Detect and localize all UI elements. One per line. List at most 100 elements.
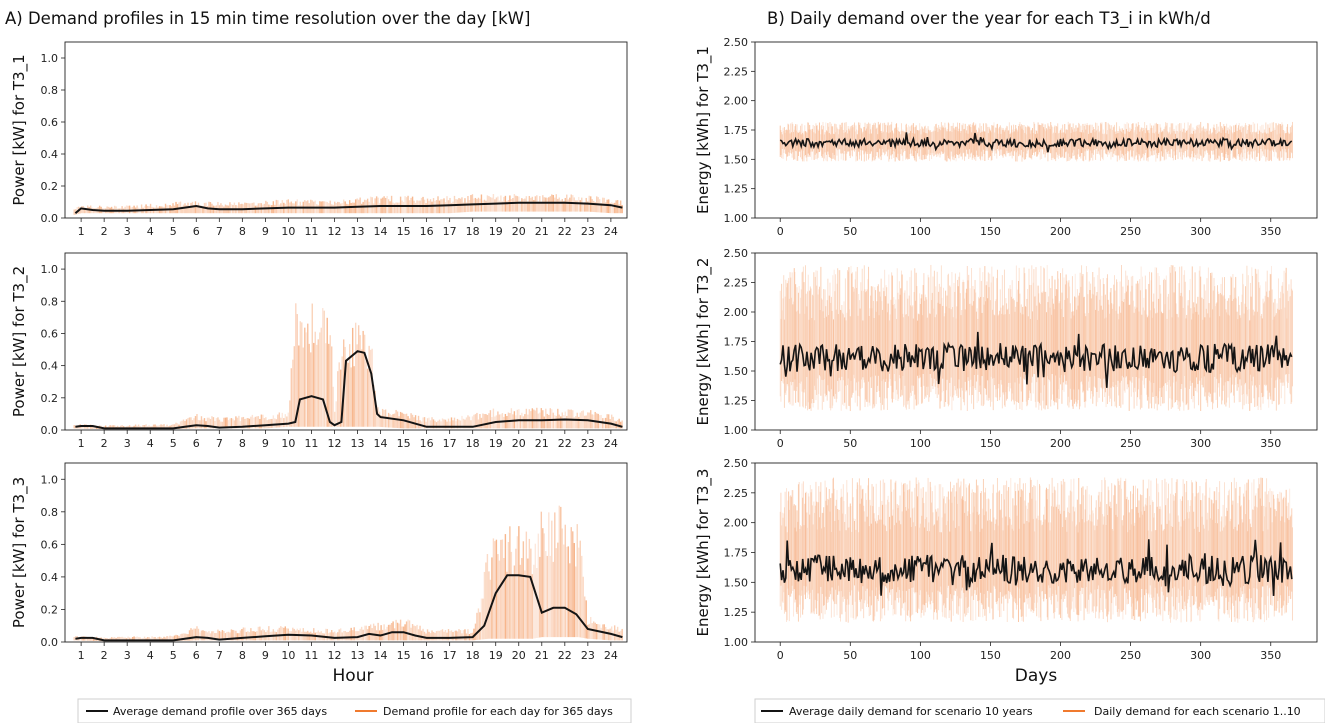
y-tick-label: 1.25: [724, 395, 749, 408]
x-tick-label: 0: [777, 437, 784, 450]
left-legend: Average demand profile over 365 days Dem…: [77, 698, 632, 723]
x-tick-label: 10: [281, 225, 295, 238]
y-tick-label: 0.2: [41, 392, 59, 405]
x-tick-label: 200: [1050, 649, 1071, 662]
y-axis-label: Power [kW] for T3_3: [10, 477, 29, 628]
x-tick-label: 14: [374, 437, 388, 450]
x-tick-label: 11: [304, 649, 318, 662]
x-tick-label: 11: [304, 437, 318, 450]
x-tick-label: 6: [193, 225, 200, 238]
x-tick-label: 250: [1120, 649, 1141, 662]
x-tick-label: 18: [466, 225, 480, 238]
y-tick-label: 0.0: [41, 212, 59, 225]
x-tick-label: 6: [193, 437, 200, 450]
y-tick-label: 2.00: [724, 306, 749, 319]
x-tick-label: 24: [604, 225, 618, 238]
y-tick-label: 1.50: [724, 365, 749, 378]
left-legend-box: [77, 698, 632, 723]
left-panel-title: A) Demand profiles in 15 min time resolu…: [5, 9, 530, 28]
x-tick-label: 20: [512, 649, 526, 662]
axes-frame: [64, 41, 628, 219]
x-tick-label: 23: [581, 437, 595, 450]
plot-a2: Power [kW] for T3_20.00.20.40.60.81.01 2 3…: [10, 252, 628, 450]
y-tick-label: 2.25: [724, 277, 749, 290]
x-tick-label: 300: [1190, 649, 1211, 662]
plot-area: [73, 194, 623, 215]
x-tick-label: 13: [351, 649, 365, 662]
x-tick-label: 24: [604, 437, 618, 450]
x-tick-label: 14: [374, 649, 388, 662]
x-tick-label: 7: [216, 649, 223, 662]
x-tick-label: 1: [78, 437, 85, 450]
y-tick-label: 1.00: [724, 212, 749, 225]
x-tick-label: 10: [281, 649, 295, 662]
y-tick-label: 0.4: [41, 571, 59, 584]
axes-frame: [754, 252, 1318, 431]
x-tick-label: 22: [558, 225, 572, 238]
plot-area: [73, 505, 623, 642]
x-tick-label: 18: [466, 649, 480, 662]
y-tick-label: 0.6: [41, 116, 59, 129]
x-tick-label: 5: [170, 437, 177, 450]
y-tick-label: 1.25: [724, 183, 749, 196]
average-profile-line: [75, 350, 623, 430]
x-tick-label: 4: [147, 437, 154, 450]
right-legend-average-label: Average daily demand for scenario 10 yea…: [789, 705, 1033, 718]
y-tick-label: 0.4: [41, 148, 59, 161]
plot-area: [779, 477, 1293, 623]
x-tick-label: 50: [843, 437, 857, 450]
x-tick-label: 21: [535, 437, 549, 450]
y-tick-label: 1.75: [724, 336, 749, 349]
right-legend: Average daily demand for scenario 10 yea…: [754, 698, 1325, 723]
x-tick-label: 50: [843, 649, 857, 662]
average-daily-demand-line: [779, 132, 1293, 153]
right-legend-each-label: Daily demand for each scenario 1..10: [1094, 705, 1301, 718]
plot-a1: Power [kW] for T3_10.00.20.40.60.81.01 2 3…: [10, 41, 628, 238]
plot-a3: Power [kW] for T3_30.00.20.40.60.81.01 2 3…: [10, 462, 628, 662]
x-tick-label: 0: [777, 225, 784, 238]
axes-frame: [754, 41, 1318, 219]
y-tick-label: 1.0: [41, 473, 59, 486]
x-tick-label: 21: [535, 649, 549, 662]
plot-b3: Energy [kWh] for T3_3 1.00 1.25 1.50 1.75 2.0…: [694, 457, 1318, 662]
x-tick-label: 2: [101, 225, 108, 238]
x-tick-label: 19: [489, 437, 503, 450]
x-tick-label: 16: [420, 649, 434, 662]
y-tick-label: 1.75: [724, 124, 749, 137]
x-tick-label: 150: [980, 225, 1001, 238]
x-tick-label: 200: [1050, 225, 1071, 238]
y-tick-label: 2.50: [724, 457, 749, 470]
left-legend-each-label: Demand profile for each day for 365 days: [383, 705, 613, 718]
x-tick-label: 8: [239, 225, 246, 238]
x-tick-label: 3: [124, 437, 131, 450]
x-tick-label: 4: [147, 225, 154, 238]
y-tick-label: 1.00: [724, 636, 749, 649]
average-profile-line: [75, 574, 623, 642]
y-tick-label: 1.0: [41, 263, 59, 276]
x-tick-label: 150: [980, 437, 1001, 450]
x-tick-label: 20: [512, 437, 526, 450]
x-tick-label: 17: [443, 437, 457, 450]
x-tick-label: 3: [124, 225, 131, 238]
y-tick-label: 0.8: [41, 84, 59, 97]
x-tick-label: 15: [397, 437, 411, 450]
x-tick-label: 7: [216, 225, 223, 238]
y-tick-label: 1.50: [724, 576, 749, 589]
x-tick-label: 19: [489, 225, 503, 238]
y-tick-label: 1.0: [41, 52, 59, 65]
x-tick-label: 16: [420, 437, 434, 450]
plot-area: [779, 264, 1293, 412]
x-tick-label: 7: [216, 437, 223, 450]
x-tick-label: 22: [558, 649, 572, 662]
plot-b2: Energy [kWh] for T3_2 1.00 1.25 1.50 1.75 2.0…: [694, 247, 1318, 450]
x-tick-label: 11: [304, 225, 318, 238]
x-tick-label: 5: [170, 649, 177, 662]
x-tick-label: 250: [1120, 225, 1141, 238]
x-tick-label: 17: [443, 225, 457, 238]
y-tick-label: 1.50: [724, 153, 749, 166]
x-tick-label: 300: [1190, 225, 1211, 238]
x-tick-label: 17: [443, 649, 457, 662]
y-tick-label: 2.00: [724, 517, 749, 530]
x-tick-label: 9: [262, 437, 269, 450]
